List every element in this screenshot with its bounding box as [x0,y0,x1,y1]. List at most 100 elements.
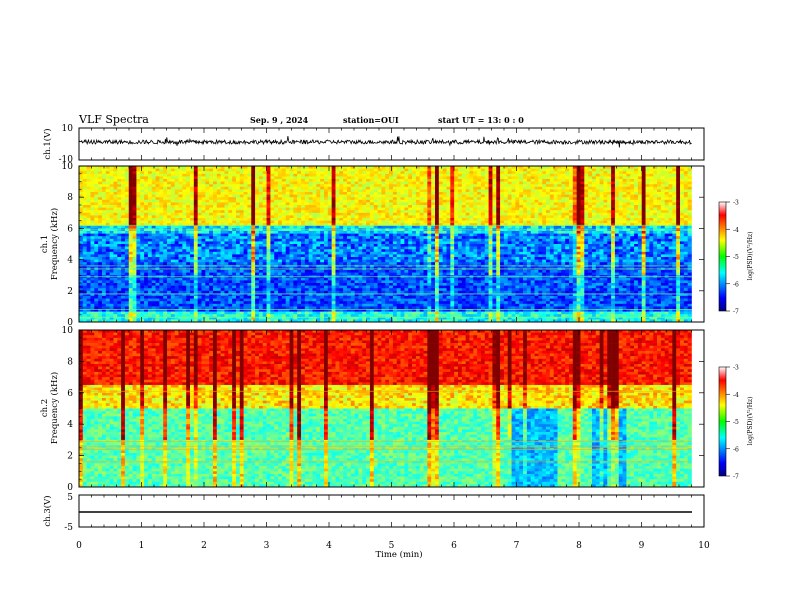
spectrogram-cell [228,247,232,250]
spectrogram-cell [370,169,374,172]
spectrogram-cell [301,192,305,195]
spectrogram-cell [244,273,248,276]
spectrogram-cell [224,171,228,174]
spectrogram-cell [129,195,133,198]
spectrogram-cell [144,213,148,216]
spectrogram-cell [182,252,186,255]
spectrogram-cell [297,241,301,244]
spectrogram-cell [313,239,317,242]
spectrogram-cell [324,283,328,286]
spectrogram-cell [209,226,213,229]
spectrogram-cell [106,176,110,179]
spectrogram-cell [316,278,320,281]
spectrogram-cell [244,312,248,315]
spectrogram-cell [182,249,186,252]
spectrogram-cell [87,247,91,250]
spectrogram-cell [110,200,114,203]
spectrogram-cell [381,236,385,239]
spectrogram-cell [202,231,206,234]
spectrogram-cell [87,221,91,224]
spectrogram-cell [159,249,163,252]
spectrogram-cell [370,278,374,281]
spectrogram-cell [171,174,175,177]
spectrogram-cell [106,257,110,260]
spectrogram-cell [263,296,267,299]
spectrogram-cell [293,179,297,182]
spectrogram-cell [378,239,382,242]
spectrogram-cell [263,202,267,205]
spectrogram-cell [113,299,117,302]
spectrogram-cell [351,213,355,216]
spectrogram-cell [163,202,167,205]
spectrogram-cell [263,171,267,174]
spectrogram-cell [228,239,232,242]
spectrogram-cell [282,312,286,315]
spectrogram-cell [274,260,278,263]
spectrogram-cell [385,236,389,239]
spectrogram-cell [224,184,228,187]
spectrogram-cell [270,273,274,276]
spectrogram-cell [194,299,198,302]
spectrogram-cell [355,270,359,273]
spectrogram-cell [156,273,160,276]
spectrogram-cell [293,301,297,304]
spectrogram-cell [156,306,160,309]
spectrogram-cell [332,244,336,247]
spectrogram-cell [267,312,271,315]
spectrogram-cell [186,189,190,192]
spectrogram-cell [87,312,91,315]
spectrogram-cell [259,179,263,182]
spectrogram-cell [263,286,267,289]
spectrogram-cell [106,205,110,208]
spectrogram-cell [293,202,297,205]
spectrogram-cell [102,301,106,304]
spectrogram-cell [232,215,236,218]
spectrogram-cell [351,244,355,247]
spectrogram-cell [98,252,102,255]
spectrogram-cell [305,176,309,179]
spectrogram-cell [156,296,160,299]
spectrogram-cell [328,314,332,317]
spectrogram-cell [278,213,282,216]
spectrogram-cell [213,169,217,172]
spectrogram-cell [247,301,251,304]
spectrogram-cell [286,314,290,317]
spectrogram-cell [385,296,389,299]
spectrogram-cell [94,262,98,265]
spectrogram-cell [259,236,263,239]
spectrogram-cell [328,239,332,242]
spectrogram-cell [102,169,106,172]
spectrogram-cell [259,202,263,205]
spectrogram-cell [152,283,156,286]
spectrogram-cell [140,262,144,265]
spectrogram-cell [179,312,183,315]
spectrogram-cell [270,241,274,244]
spectrogram-cell [240,296,244,299]
spectrogram-cell [228,291,232,294]
spectrogram-cell [328,291,332,294]
spectrogram-cell [351,195,355,198]
spectrogram-cell [247,314,251,317]
spectrogram-cell [247,252,251,255]
spectrogram-cell [98,260,102,263]
spectrogram-cell [362,197,366,200]
spectrogram-cell [255,273,259,276]
spectrogram-cell [194,314,198,317]
spectrogram-cell [179,215,183,218]
spectrogram-cell [259,265,263,268]
spectrogram-cell [247,306,251,309]
spectrogram-cell [148,221,152,224]
spectrogram-cell [316,247,320,250]
spectrogram-cell [358,312,362,315]
spectrogram-cell [293,176,297,179]
spectrogram-cell [316,174,320,177]
spectrogram-cell [217,296,221,299]
spectrogram-cell [270,221,274,224]
spectrogram-cell [320,231,324,234]
spectrogram-cell [362,182,366,185]
spectrogram-cell [148,257,152,260]
spectrogram-cell [240,226,244,229]
spectrogram-cell [274,312,278,315]
spectrogram-cell [374,192,378,195]
spectrogram-cell [324,192,328,195]
